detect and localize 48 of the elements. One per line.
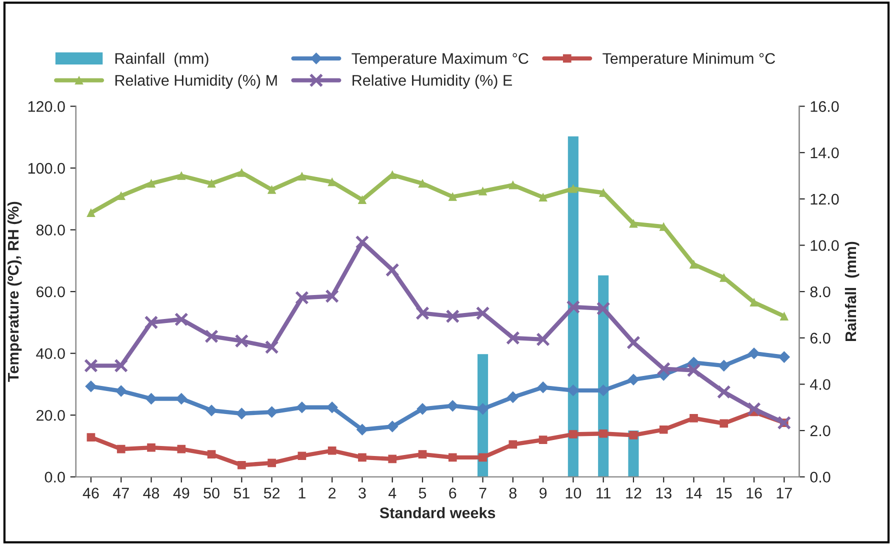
- y2-tick-label: 16.0: [810, 101, 839, 112]
- legend-label: Temperature Minimum °C: [602, 52, 776, 67]
- y2-tick-label: 14.0: [810, 147, 839, 158]
- y2-tick-label: 12.0: [810, 194, 839, 205]
- y-tick-label: 0.0: [44, 472, 65, 483]
- x-tick-label: 46: [82, 488, 99, 499]
- x-tick-label: 52: [264, 488, 280, 499]
- x-tick-label: 10: [566, 488, 582, 499]
- x-tick-label: 17: [776, 488, 792, 498]
- y2-tick-label: 8.0: [810, 286, 830, 298]
- y-tick-label: 60.0: [36, 286, 65, 298]
- x-tick-label: 16: [746, 488, 762, 499]
- x-tick-label: 47: [112, 488, 129, 498]
- y-tick-label: 20.0: [36, 410, 65, 421]
- y-axis-title: Temperature (ºC), RH (%): [7, 202, 22, 382]
- x-tick-label: 49: [173, 488, 190, 499]
- y-tick-label: 120.0: [28, 101, 65, 112]
- x-tick-label: 11: [596, 488, 611, 498]
- x-tick-label: 9: [540, 488, 547, 499]
- x-tick-label: 5: [418, 488, 426, 499]
- x-tick-label: 13: [656, 488, 672, 499]
- legend-label: Relative Humidity (%) E: [352, 74, 512, 89]
- x-tick-label: 51: [234, 488, 250, 499]
- x-axis-title: Standard weeks: [380, 507, 496, 518]
- legend-label: Rainfall (mm): [115, 52, 208, 67]
- legend-label: Temperature Maximum °C: [352, 52, 528, 67]
- x-tick-label: 8: [509, 488, 516, 499]
- y2-tick-label: 2.0: [810, 425, 830, 436]
- y-tick-label: 40.0: [36, 348, 65, 360]
- x-tick-label: 50: [204, 488, 220, 499]
- x-tick-label: 6: [449, 488, 456, 499]
- y-tick-label: 80.0: [36, 224, 65, 236]
- y2-tick-label: 10.0: [810, 240, 839, 251]
- y-tick-label: 100.0: [28, 162, 65, 174]
- x-tick-label: 7: [479, 488, 486, 498]
- x-tick-label: 14: [686, 488, 702, 498]
- y2-axis-title: Rainfall (mm): [844, 242, 860, 342]
- y2-tick-label: 4.0: [810, 379, 830, 390]
- x-tick-label: 1: [298, 488, 306, 498]
- x-tick-label: 48: [143, 488, 160, 499]
- x-tick-label: 15: [716, 488, 732, 499]
- legend-label: Relative Humidity (%) M: [115, 74, 277, 89]
- x-tick-label: 2: [328, 488, 336, 498]
- x-tick-label: 4: [388, 488, 396, 498]
- y2-tick-label: 0.0: [810, 472, 830, 483]
- x-tick-label: 3: [358, 488, 366, 499]
- x-tick-label: 12: [626, 488, 642, 498]
- y2-tick-label: 6.0: [810, 332, 830, 344]
